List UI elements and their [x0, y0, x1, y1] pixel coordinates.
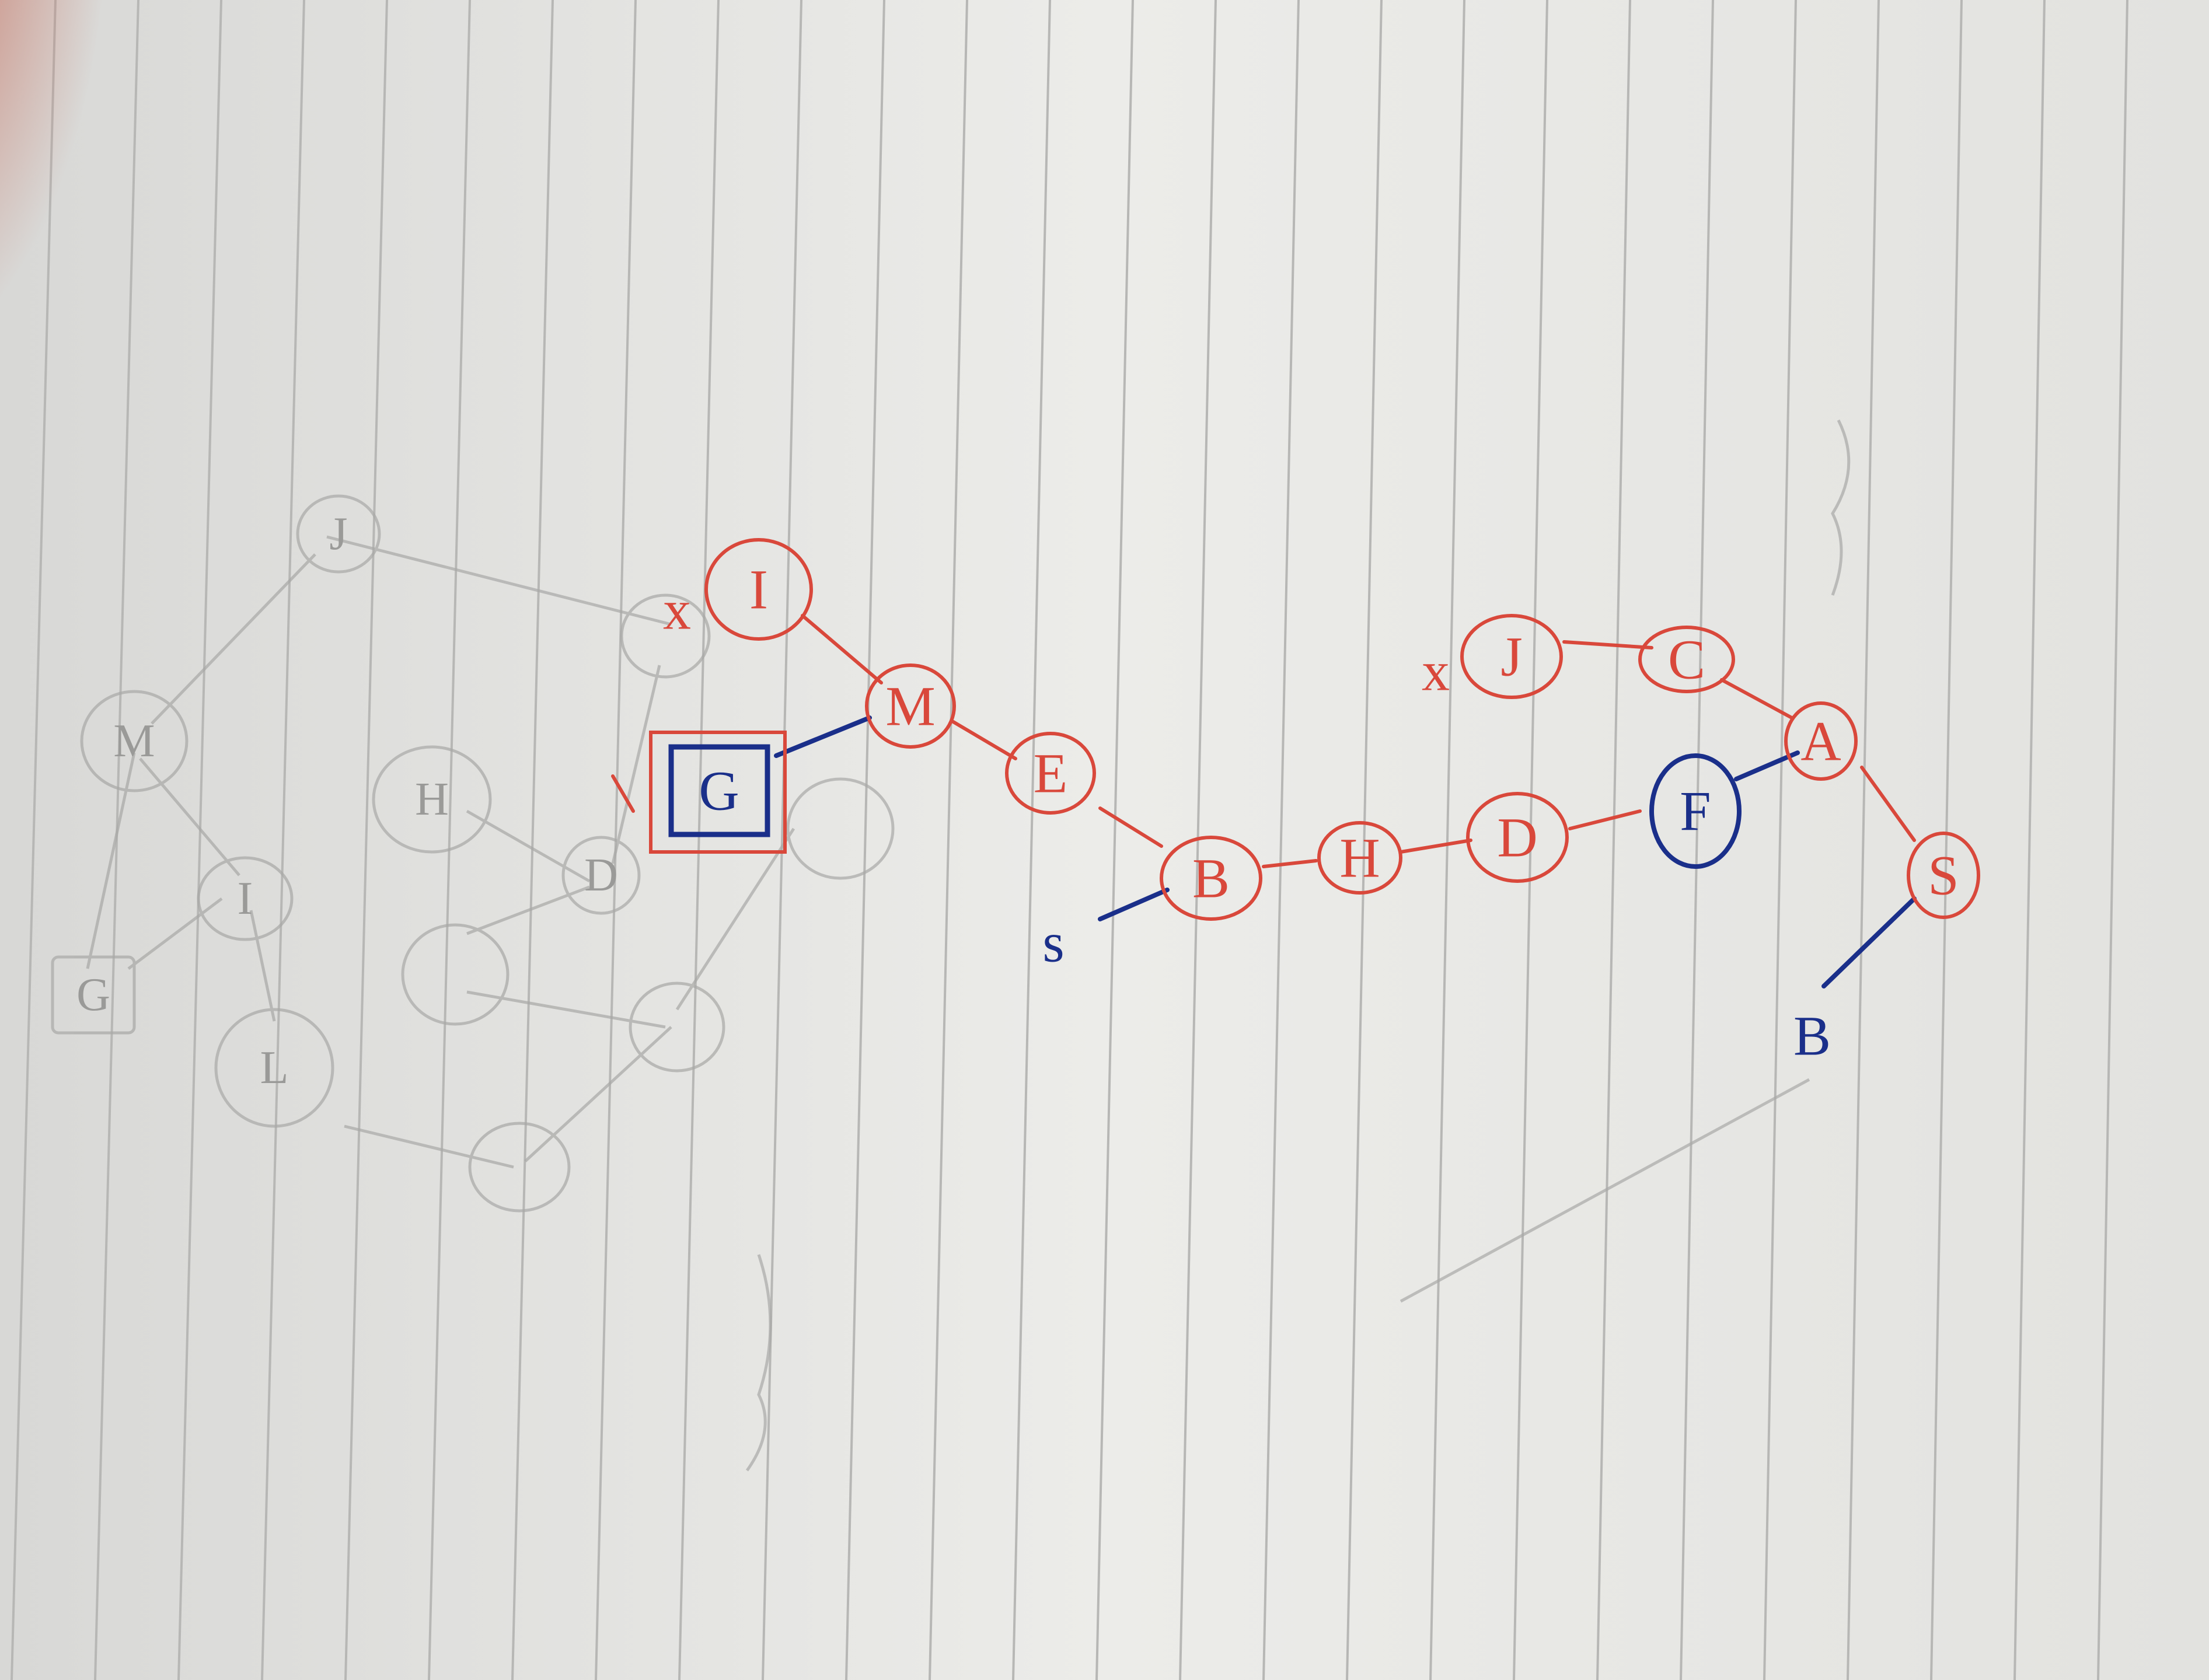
pencil-node-l: L	[260, 1042, 289, 1094]
ruled-line	[2097, 0, 2128, 1680]
node-b	[1160, 836, 1262, 921]
ruled-line	[177, 0, 222, 1680]
node-label-s: S	[1928, 844, 1959, 907]
red-nodes	[704, 538, 1980, 921]
ruled-line	[1346, 0, 1383, 1680]
edge-b-e	[1098, 806, 1163, 848]
edge-e-m	[950, 719, 1017, 760]
node-m	[865, 663, 956, 749]
edge-m-g	[774, 715, 872, 758]
label-b-near-s: B	[1793, 1005, 1831, 1067]
node-a	[1784, 701, 1858, 781]
node-label-d: D	[1497, 806, 1537, 869]
node-label-a: A	[1800, 710, 1841, 773]
ruled-line	[1262, 0, 1300, 1680]
ruled-line	[1012, 0, 1051, 1680]
edge-d-h	[1399, 839, 1472, 854]
annotations: x x B s	[663, 579, 1831, 1067]
node-labels: S A C J F D H B E M I G	[699, 558, 1959, 910]
ruled-line	[1930, 0, 1963, 1680]
node-label-b: B	[1192, 847, 1230, 910]
ruled-line	[344, 0, 388, 1680]
pencil-node-i: I	[238, 873, 253, 924]
node-label-h: H	[1339, 827, 1380, 889]
node-label-j: J	[1500, 626, 1522, 688]
pencil-node-h: H	[415, 774, 449, 825]
ruled-line	[929, 0, 968, 1680]
node-d	[1466, 792, 1569, 883]
node-s	[1907, 832, 1980, 919]
node-label-m: M	[885, 675, 935, 738]
node-i	[704, 538, 813, 641]
pencil-sketch	[51, 419, 1851, 1472]
x-mark-near-i: x	[663, 579, 691, 641]
ruled-lines	[11, 0, 2128, 1680]
pencil-node-j: J	[329, 508, 347, 560]
node-j	[1460, 614, 1563, 699]
finger-shadow	[0, 0, 111, 350]
node-h	[1317, 821, 1402, 895]
edge-h-b	[1262, 859, 1318, 868]
node-e	[1005, 732, 1096, 815]
edge-s-a	[1860, 766, 1916, 842]
pencil-node-labels: J M I L H D G	[76, 508, 618, 1094]
pencil-node-m: M	[113, 715, 155, 767]
label-s-near-b: s	[1042, 911, 1064, 974]
node-c	[1638, 626, 1735, 693]
ruled-line	[1513, 0, 1548, 1680]
node-label-g: G	[699, 760, 739, 822]
x-mark-near-j: x	[1422, 640, 1450, 703]
ruled-line	[2013, 0, 2046, 1680]
ruled-line	[1429, 0, 1465, 1680]
edge-m-i	[801, 614, 883, 684]
node-f	[1649, 753, 1742, 869]
ruled-line	[261, 0, 305, 1680]
pencil-node-d: D	[584, 850, 618, 901]
pencil-node-g: G	[76, 969, 110, 1021]
red-edges	[611, 614, 1916, 868]
edge-c-j	[1562, 640, 1653, 649]
ruled-line	[1095, 0, 1134, 1680]
ruled-line	[1596, 0, 1631, 1680]
node-label-e: E	[1034, 742, 1068, 805]
node-label-c: C	[1668, 628, 1705, 691]
ruled-line	[1847, 0, 1880, 1680]
ruled-line	[762, 0, 802, 1680]
stroke-s-tail	[1821, 896, 1917, 989]
ruled-line	[1680, 0, 1714, 1680]
ruled-line	[678, 0, 720, 1680]
ruled-line	[1763, 0, 1797, 1680]
ruled-line	[511, 0, 554, 1680]
stroke-b-tail	[1098, 888, 1170, 921]
edge-f-d	[1568, 809, 1642, 830]
node-label-i: I	[749, 558, 768, 621]
goal-box	[649, 731, 787, 854]
ruled-line	[845, 0, 885, 1680]
ruled-line	[428, 0, 471, 1680]
edge-a-c	[1720, 678, 1793, 719]
node-label-f: F	[1680, 780, 1711, 843]
arrow-near-g	[611, 774, 635, 813]
